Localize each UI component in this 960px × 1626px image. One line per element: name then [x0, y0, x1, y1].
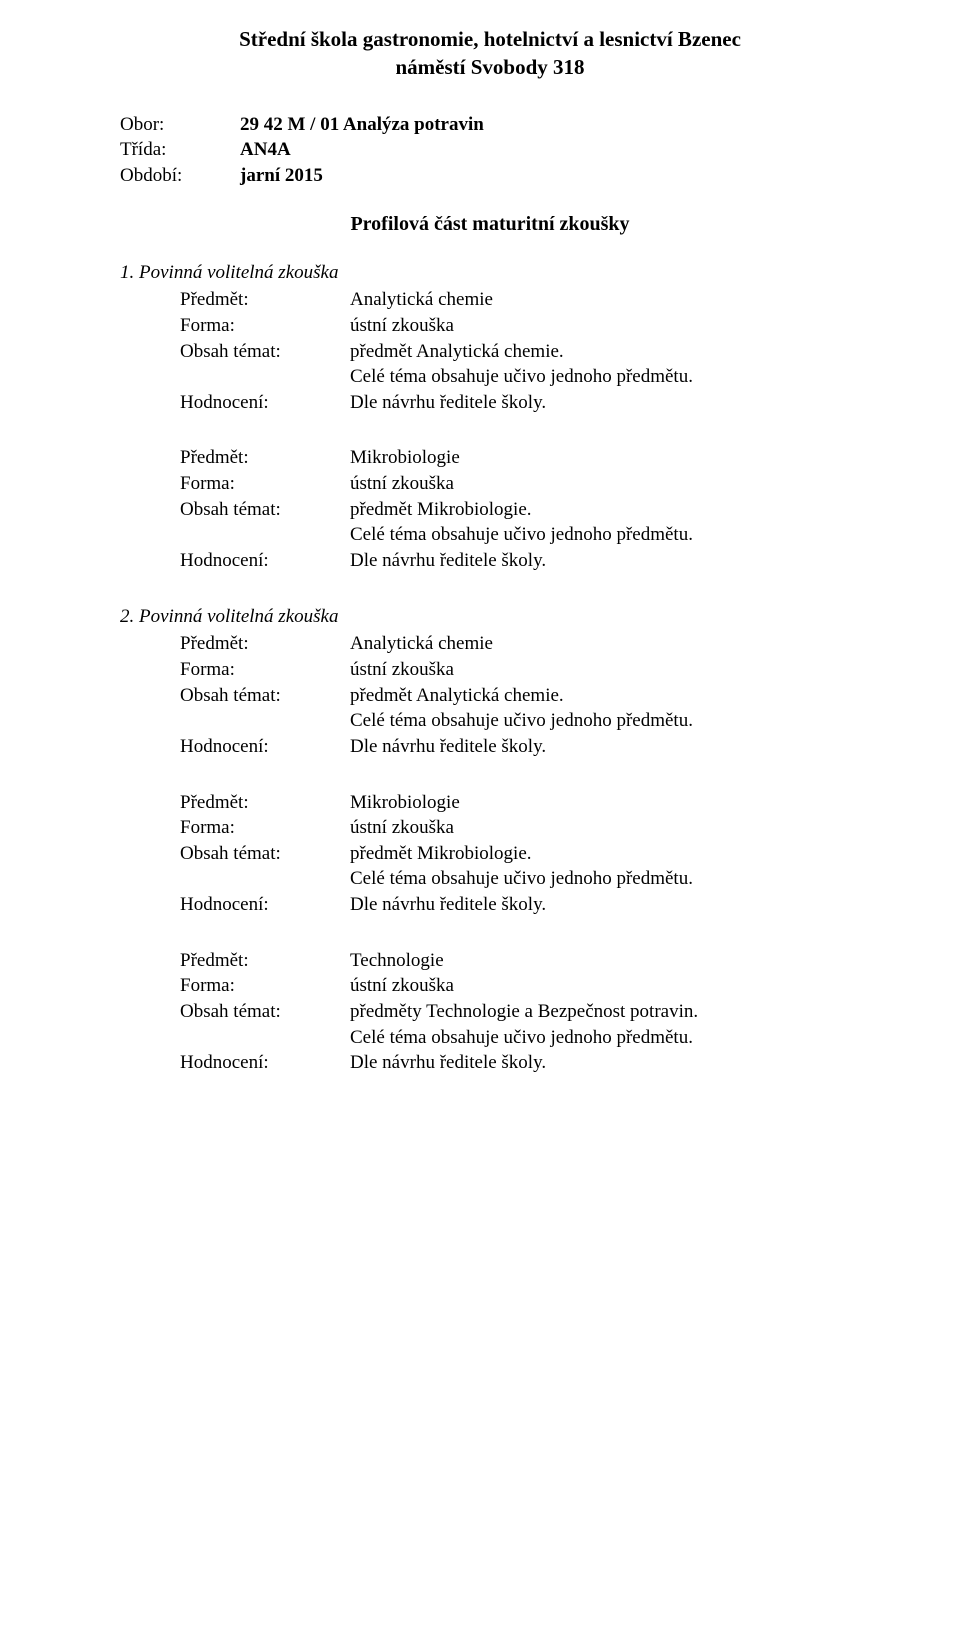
hodnoceni-label: Hodnocení:: [180, 548, 350, 574]
obsah-label: Obsah témat:: [180, 339, 350, 365]
obsah-value: předmět Analytická chemie.: [350, 683, 860, 709]
obsah-value: předmět Analytická chemie.: [350, 339, 860, 365]
field-row: Předmět: Analytická chemie: [120, 287, 860, 313]
predmet-label: Předmět:: [180, 790, 350, 816]
forma-value: ústní zkouška: [350, 973, 860, 999]
obsah-value: předmět Mikrobiologie.: [350, 841, 860, 867]
hodnoceni-value: Dle návrhu ředitele školy.: [350, 1050, 860, 1076]
school-name: Střední škola gastronomie, hotelnictví a…: [120, 25, 860, 53]
forma-value: ústní zkouška: [350, 471, 860, 497]
hodnoceni-label: Hodnocení:: [180, 734, 350, 760]
obsah-label: Obsah témat:: [180, 683, 350, 709]
predmet-value: Analytická chemie: [350, 287, 860, 313]
school-address: náměstí Svobody 318: [120, 53, 860, 81]
section2-subject1: Předmět: Analytická chemie Forma: ústní …: [120, 631, 860, 759]
field-row: Obsah témat: předmět Mikrobiologie.: [120, 841, 860, 867]
obdobi-label: Období:: [120, 163, 240, 189]
field-row: Forma: ústní zkouška: [120, 313, 860, 339]
forma-value: ústní zkouška: [350, 815, 860, 841]
predmet-value: Analytická chemie: [350, 631, 860, 657]
info-block: Obor: 29 42 M / 01 Analýza potravin Tříd…: [120, 112, 860, 189]
predmet-value: Technologie: [350, 948, 860, 974]
obsah-continuation: Celé téma obsahuje učivo jednoho předmět…: [120, 522, 860, 548]
field-row: Forma: ústní zkouška: [120, 815, 860, 841]
forma-label: Forma:: [180, 973, 350, 999]
field-row: Forma: ústní zkouška: [120, 973, 860, 999]
obsah-continuation: Celé téma obsahuje učivo jednoho předmět…: [120, 1025, 860, 1051]
field-row: Hodnocení: Dle návrhu ředitele školy.: [120, 892, 860, 918]
field-row: Předmět: Mikrobiologie: [120, 445, 860, 471]
info-row-trida: Třída: AN4A: [120, 137, 860, 163]
hodnoceni-label: Hodnocení:: [180, 1050, 350, 1076]
field-row: Hodnocení: Dle návrhu ředitele školy.: [120, 390, 860, 416]
field-row: Předmět: Mikrobiologie: [120, 790, 860, 816]
obsah-continuation: Celé téma obsahuje učivo jednoho předmět…: [120, 364, 860, 390]
section2-subject3: Předmět: Technologie Forma: ústní zkoušk…: [120, 948, 860, 1076]
field-row: Předmět: Technologie: [120, 948, 860, 974]
field-row: Hodnocení: Dle návrhu ředitele školy.: [120, 734, 860, 760]
section2-heading: 2. Povinná volitelná zkouška: [120, 604, 860, 630]
hodnoceni-value: Dle návrhu ředitele školy.: [350, 548, 860, 574]
forma-label: Forma:: [180, 815, 350, 841]
obsah-label: Obsah témat:: [180, 497, 350, 523]
obsah-value: předmět Mikrobiologie.: [350, 497, 860, 523]
field-row: Obsah témat: předměty Technologie a Bezp…: [120, 999, 860, 1025]
hodnoceni-label: Hodnocení:: [180, 390, 350, 416]
obsah-continuation: Celé téma obsahuje učivo jednoho předmět…: [120, 866, 860, 892]
obsah-label: Obsah témat:: [180, 841, 350, 867]
trida-label: Třída:: [120, 137, 240, 163]
forma-label: Forma:: [180, 657, 350, 683]
predmet-value: Mikrobiologie: [350, 445, 860, 471]
info-row-obor: Obor: 29 42 M / 01 Analýza potravin: [120, 112, 860, 138]
obsah-label: Obsah témat:: [180, 999, 350, 1025]
field-row: Hodnocení: Dle návrhu ředitele školy.: [120, 1050, 860, 1076]
obor-value: 29 42 M / 01 Analýza potravin: [240, 112, 484, 138]
predmet-label: Předmět:: [180, 445, 350, 471]
obdobi-value: jarní 2015: [240, 163, 323, 189]
field-row: Forma: ústní zkouška: [120, 471, 860, 497]
field-row: Hodnocení: Dle návrhu ředitele školy.: [120, 548, 860, 574]
section1-heading: 1. Povinná volitelná zkouška: [120, 260, 860, 286]
forma-label: Forma:: [180, 313, 350, 339]
trida-value: AN4A: [240, 137, 291, 163]
predmet-value: Mikrobiologie: [350, 790, 860, 816]
obor-label: Obor:: [120, 112, 240, 138]
field-row: Obsah témat: předmět Analytická chemie.: [120, 339, 860, 365]
section2-subject2: Předmět: Mikrobiologie Forma: ústní zkou…: [120, 790, 860, 918]
predmet-label: Předmět:: [180, 948, 350, 974]
forma-value: ústní zkouška: [350, 657, 860, 683]
predmet-label: Předmět:: [180, 631, 350, 657]
predmet-label: Předmět:: [180, 287, 350, 313]
info-row-obdobi: Období: jarní 2015: [120, 163, 860, 189]
forma-label: Forma:: [180, 471, 350, 497]
obsah-continuation: Celé téma obsahuje učivo jednoho předmět…: [120, 708, 860, 734]
field-row: Obsah témat: předmět Mikrobiologie.: [120, 497, 860, 523]
field-row: Forma: ústní zkouška: [120, 657, 860, 683]
hodnoceni-label: Hodnocení:: [180, 892, 350, 918]
section1-subject1: Předmět: Analytická chemie Forma: ústní …: [120, 287, 860, 415]
hodnoceni-value: Dle návrhu ředitele školy.: [350, 390, 860, 416]
forma-value: ústní zkouška: [350, 313, 860, 339]
field-row: Předmět: Analytická chemie: [120, 631, 860, 657]
hodnoceni-value: Dle návrhu ředitele školy.: [350, 892, 860, 918]
profile-heading: Profilová část maturitní zkoušky: [120, 211, 860, 238]
obsah-value: předměty Technologie a Bezpečnost potrav…: [350, 999, 860, 1025]
field-row: Obsah témat: předmět Analytická chemie.: [120, 683, 860, 709]
section1-subject2: Předmět: Mikrobiologie Forma: ústní zkou…: [120, 445, 860, 573]
school-header: Střední škola gastronomie, hotelnictví a…: [120, 25, 860, 82]
hodnoceni-value: Dle návrhu ředitele školy.: [350, 734, 860, 760]
